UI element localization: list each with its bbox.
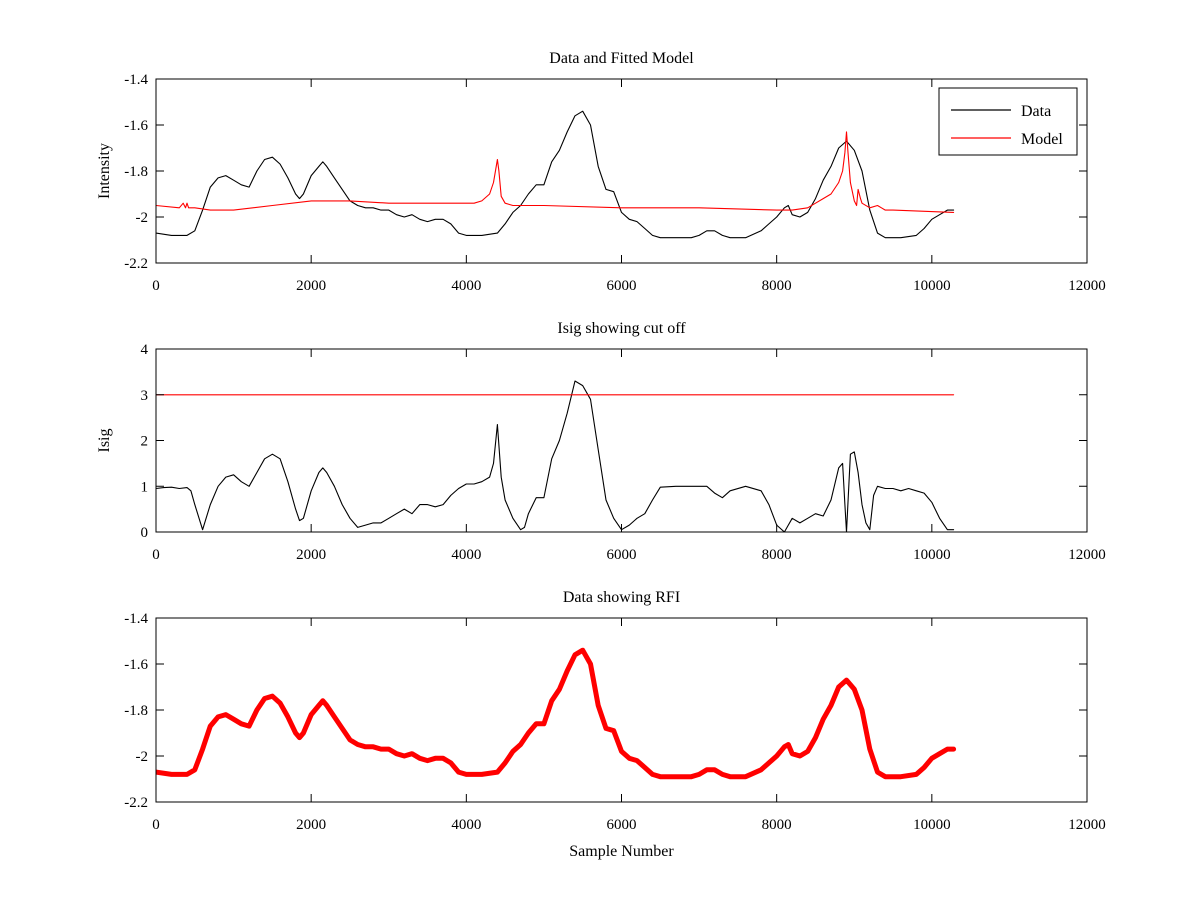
y-tick-label: -1.6 [124,118,148,134]
series-group [156,380,955,532]
x-tick-label: 0 [152,817,160,833]
x-tick-label: 8000 [762,278,792,294]
x-tick-label: 2000 [296,547,326,563]
legend: Data Model [938,87,1078,156]
x-tick-label: 12000 [1068,278,1106,294]
x-tick-label: 6000 [607,278,637,294]
y-axis-label: Intensity [96,143,113,199]
y-tick-label: -2.2 [124,256,148,272]
y-tick-label: 1 [141,479,149,495]
series-line-1 [156,380,955,532]
y-tick-label: -2 [136,749,149,765]
x-tick-label: 12000 [1068,817,1106,833]
y-tick-label: 3 [141,388,149,404]
x-tick-label: 4000 [451,817,481,833]
x-tick-label: 4000 [451,278,481,294]
x-tick-label: 0 [152,547,160,563]
series-group [156,110,955,239]
chart-panel-3: 0 2000 4000 6000 8000 10000 12000 -1.4 -1.6 -1.8 -… [124,589,1106,860]
x-tick-label: 6000 [607,817,637,833]
series-group [156,647,957,780]
x-tick-label: 2000 [296,817,326,833]
series-line-model [156,131,955,213]
x-tick-label: 4000 [451,547,481,563]
chart-title: Isig showing cut off [557,320,686,337]
legend-label-data: Data [1021,103,1051,120]
x-tick-label: 12000 [1068,547,1106,563]
x-tick-label: 8000 [762,547,792,563]
x-tick-label: 10000 [913,817,951,833]
chart-panel-1: 0 2000 4000 6000 8000 10000 12000 -1.4 -1.6 -1.8 -… [96,50,1106,294]
y-tick-label: -1.4 [124,72,148,88]
chart-title: Data showing RFI [563,589,680,606]
x-tick-label: 6000 [607,547,637,563]
y-axis-label: Isig [96,429,113,453]
x-tick-label: 10000 [913,278,951,294]
y-tick-label: -1.8 [124,703,148,719]
y-tick-label: -2.2 [124,795,148,811]
legend-label-model: Model [1021,131,1063,148]
x-tick-label: 0 [152,278,160,294]
x-tick-label: 8000 [762,817,792,833]
y-tick-label: 0 [141,525,149,541]
chart-title: Data and Fitted Model [549,50,694,67]
x-tick-label: 2000 [296,278,326,294]
y-tick-label: -1.8 [124,164,148,180]
y-tick-label: 4 [141,342,149,358]
chart-panel-2: 0 2000 4000 6000 8000 10000 12000 4 3 2 1 0 Isig sho… [96,320,1106,563]
series-line-1 [156,647,957,780]
y-tick-label: -1.4 [124,611,148,627]
y-tick-label: -1.6 [124,657,148,673]
y-tick-label: 2 [141,434,149,450]
legend-box [938,87,1078,156]
x-axis-label: Sample Number [569,843,674,860]
series-line-data [156,110,955,239]
x-tick-label: 10000 [913,547,951,563]
y-tick-label: -2 [136,210,149,226]
